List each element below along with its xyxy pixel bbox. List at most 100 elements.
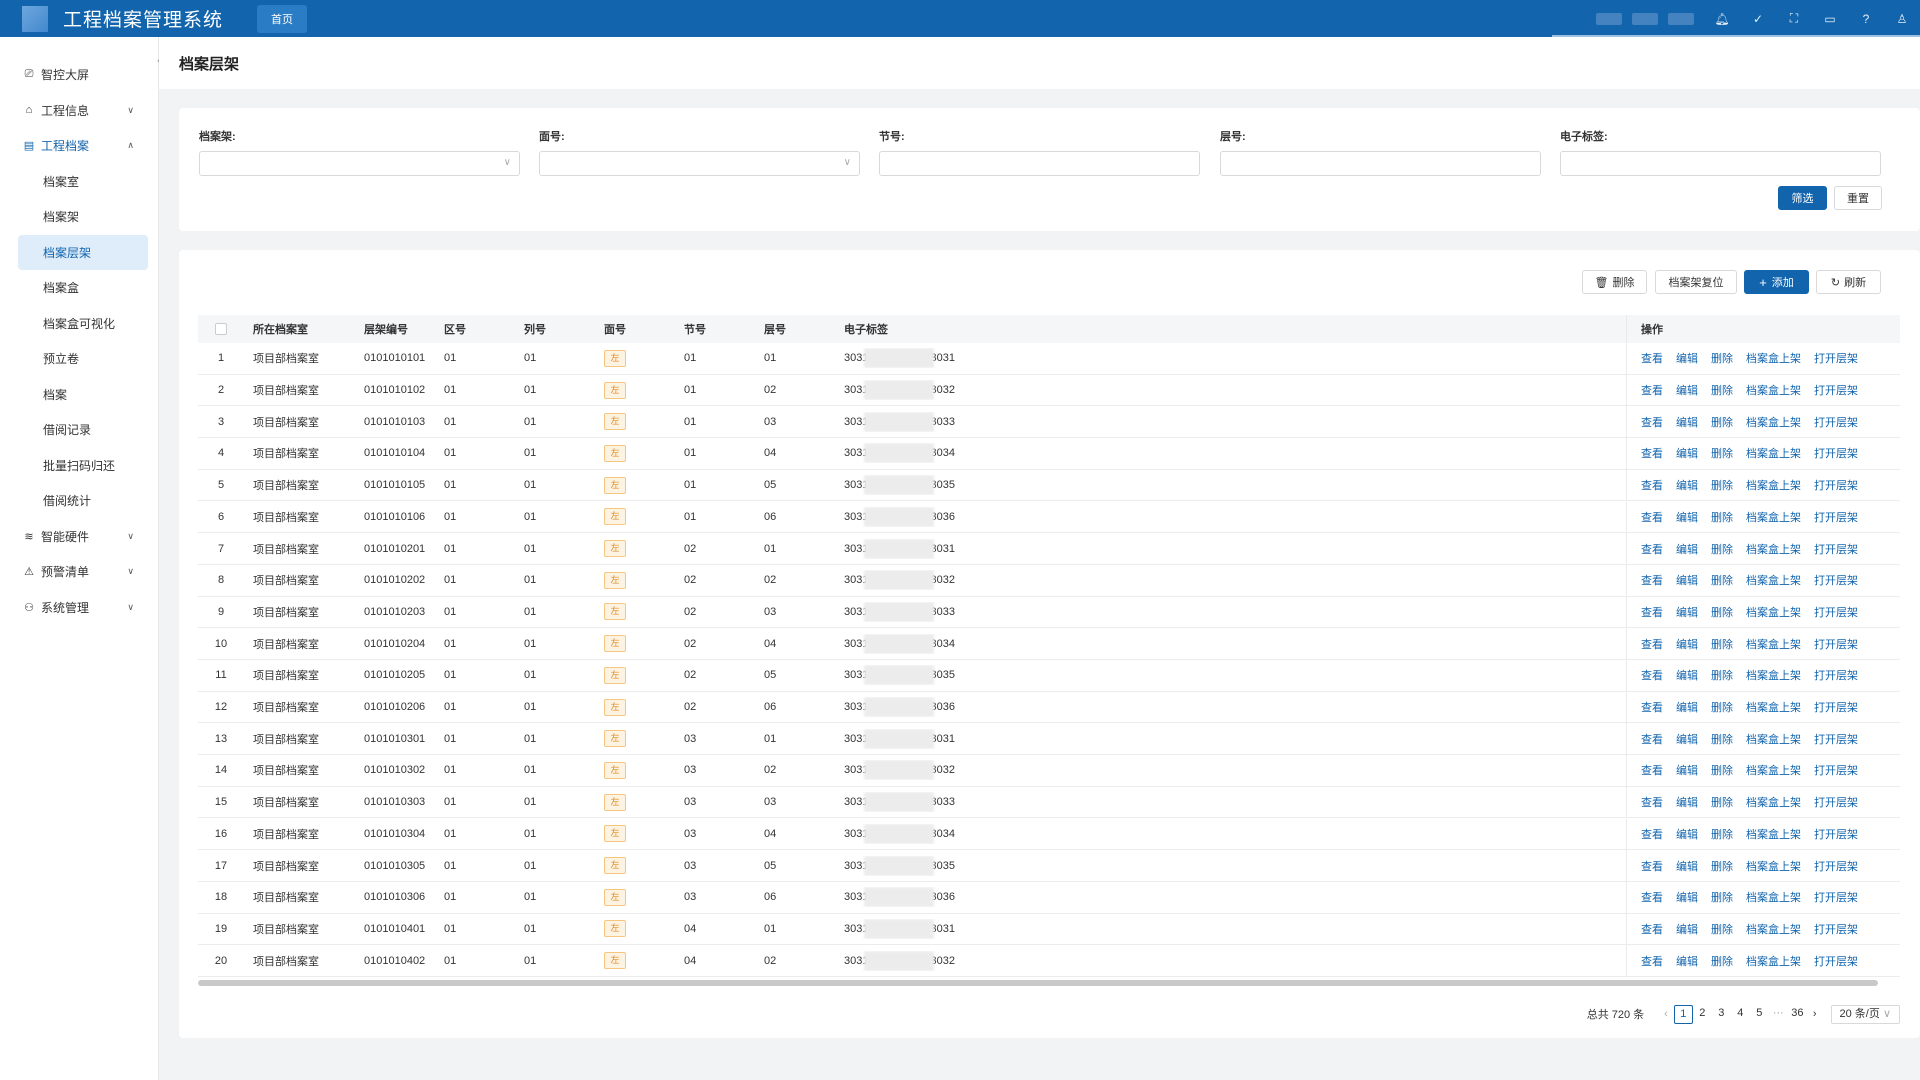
face-select[interactable]: ∨ — [539, 151, 860, 176]
op-link[interactable]: 编辑 — [1676, 892, 1698, 905]
op-link[interactable]: 查看 — [1641, 480, 1663, 493]
op-link[interactable]: 查看 — [1641, 955, 1663, 968]
op-link[interactable]: 编辑 — [1676, 702, 1698, 715]
sidebar-subitem[interactable]: 预立卷 — [43, 352, 80, 367]
op-link[interactable]: 查看 — [1641, 385, 1663, 398]
op-link[interactable]: 档案盒上架 — [1746, 575, 1801, 588]
op-link[interactable]: 打开层架 — [1814, 733, 1858, 746]
op-link[interactable]: 打开层架 — [1814, 606, 1858, 619]
collapse-sidebar-icon[interactable]: ‹ — [152, 54, 166, 68]
op-link[interactable]: 查看 — [1641, 670, 1663, 683]
sidebar-subitem[interactable]: 档案架 — [43, 210, 80, 225]
op-link[interactable]: 编辑 — [1676, 638, 1698, 651]
op-link[interactable]: 删除 — [1711, 575, 1733, 588]
op-link[interactable]: 查看 — [1641, 353, 1663, 366]
sidebar-item-project-info[interactable]: ⌂ 工程信息 ∨ — [0, 93, 158, 129]
op-link[interactable]: 查看 — [1641, 638, 1663, 651]
op-link[interactable]: 档案盒上架 — [1746, 797, 1801, 810]
op-link[interactable]: 查看 — [1641, 606, 1663, 619]
op-link[interactable]: 打开层架 — [1814, 702, 1858, 715]
op-link[interactable]: 档案盒上架 — [1746, 955, 1801, 968]
sidebar-subitem[interactable]: 借阅统计 — [43, 494, 92, 509]
op-link[interactable]: 打开层架 — [1814, 955, 1858, 968]
sidebar-item-warning-list[interactable]: ⚠ 预警清单 ∨ — [0, 554, 158, 590]
op-link[interactable]: 编辑 — [1676, 733, 1698, 746]
op-link[interactable]: 打开层架 — [1814, 892, 1858, 905]
op-link[interactable]: 删除 — [1711, 828, 1733, 841]
op-link[interactable]: 删除 — [1711, 797, 1733, 810]
page-ellipsis[interactable]: ··· — [1772, 1006, 1784, 1019]
op-link[interactable]: 删除 — [1711, 606, 1733, 619]
message-icon[interactable]: ▭ — [1824, 11, 1836, 26]
op-link[interactable]: 编辑 — [1676, 923, 1698, 936]
op-link[interactable]: 档案盒上架 — [1746, 892, 1801, 905]
op-link[interactable]: 查看 — [1641, 448, 1663, 461]
op-link[interactable]: 查看 — [1641, 543, 1663, 556]
op-link[interactable]: 档案盒上架 — [1746, 733, 1801, 746]
op-link[interactable]: 打开层架 — [1814, 670, 1858, 683]
op-link[interactable]: 删除 — [1711, 448, 1733, 461]
op-link[interactable]: 查看 — [1641, 575, 1663, 588]
fullscreen-icon[interactable]: ⛶ — [1789, 11, 1799, 25]
op-link[interactable]: 编辑 — [1676, 765, 1698, 778]
op-link[interactable]: 档案盒上架 — [1746, 765, 1801, 778]
user-icon[interactable]: ♙ — [1896, 11, 1908, 26]
op-link[interactable]: 删除 — [1711, 702, 1733, 715]
op-link[interactable]: 查看 — [1641, 797, 1663, 810]
op-link[interactable]: 编辑 — [1676, 670, 1698, 683]
horizontal-scrollbar[interactable] — [198, 980, 1878, 986]
page-size-select[interactable]: 20 条/页 ∨ — [1830, 1004, 1900, 1024]
op-link[interactable]: 编辑 — [1676, 511, 1698, 524]
op-link[interactable]: 查看 — [1641, 923, 1663, 936]
help-icon[interactable]: ? — [1862, 11, 1870, 26]
op-link[interactable]: 打开层架 — [1814, 860, 1858, 873]
op-link[interactable]: 打开层架 — [1814, 385, 1858, 398]
op-link[interactable]: 删除 — [1711, 638, 1733, 651]
op-link[interactable]: 查看 — [1641, 733, 1663, 746]
op-link[interactable]: 删除 — [1711, 385, 1733, 398]
page-number[interactable]: 1 — [1673, 1004, 1693, 1024]
op-link[interactable]: 查看 — [1641, 511, 1663, 524]
op-link[interactable]: 编辑 — [1676, 828, 1698, 841]
op-link[interactable]: 档案盒上架 — [1746, 670, 1801, 683]
sidebar-subitem[interactable]: 借阅记录 — [43, 423, 92, 438]
select-all-checkbox[interactable] — [198, 323, 244, 336]
op-link[interactable]: 档案盒上架 — [1746, 448, 1801, 461]
op-link[interactable]: 打开层架 — [1814, 511, 1858, 524]
sidebar-subitem[interactable]: 档案盒可视化 — [43, 316, 116, 331]
op-link[interactable]: 删除 — [1711, 955, 1733, 968]
op-link[interactable]: 删除 — [1711, 670, 1733, 683]
op-link[interactable]: 打开层架 — [1814, 923, 1858, 936]
op-link[interactable]: 档案盒上架 — [1746, 638, 1801, 651]
op-link[interactable]: 档案盒上架 — [1746, 511, 1801, 524]
op-link[interactable]: 查看 — [1641, 828, 1663, 841]
op-link[interactable]: 打开层架 — [1814, 828, 1858, 841]
op-link[interactable]: 打开层架 — [1814, 575, 1858, 588]
op-link[interactable]: 删除 — [1711, 892, 1733, 905]
op-link[interactable]: 档案盒上架 — [1746, 543, 1801, 556]
op-link[interactable]: 删除 — [1711, 543, 1733, 556]
op-link[interactable]: 档案盒上架 — [1746, 828, 1801, 841]
op-link[interactable]: 删除 — [1711, 353, 1733, 366]
sidebar-subitem[interactable]: 档案 — [43, 387, 68, 402]
op-link[interactable]: 打开层架 — [1814, 797, 1858, 810]
op-link[interactable]: 删除 — [1711, 733, 1733, 746]
tab-home[interactable]: 首页 — [257, 4, 308, 33]
page-number[interactable]: 5 — [1756, 1006, 1763, 1019]
section-input[interactable] — [879, 151, 1200, 176]
delete-button[interactable]: 🗑︎ 删除 — [1582, 270, 1647, 294]
op-link[interactable]: 删除 — [1711, 480, 1733, 493]
op-link[interactable]: 档案盒上架 — [1746, 606, 1801, 619]
op-link[interactable]: 删除 — [1711, 416, 1733, 429]
op-link[interactable]: 编辑 — [1676, 797, 1698, 810]
op-link[interactable]: 查看 — [1641, 702, 1663, 715]
bell-icon[interactable]: 🔔︎ — [1714, 11, 1730, 26]
op-link[interactable]: 档案盒上架 — [1746, 353, 1801, 366]
op-link[interactable]: 打开层架 — [1814, 448, 1858, 461]
sidebar-item-system-admin[interactable]: ⚇ 系统管理 ∨ — [0, 590, 158, 626]
op-link[interactable]: 编辑 — [1676, 543, 1698, 556]
sidebar-subitem[interactable]: 批量扫码归还 — [43, 458, 116, 473]
op-link[interactable]: 档案盒上架 — [1746, 923, 1801, 936]
reset-shelf-button[interactable]: 档案架复位 — [1655, 270, 1737, 294]
op-link[interactable]: 编辑 — [1676, 448, 1698, 461]
